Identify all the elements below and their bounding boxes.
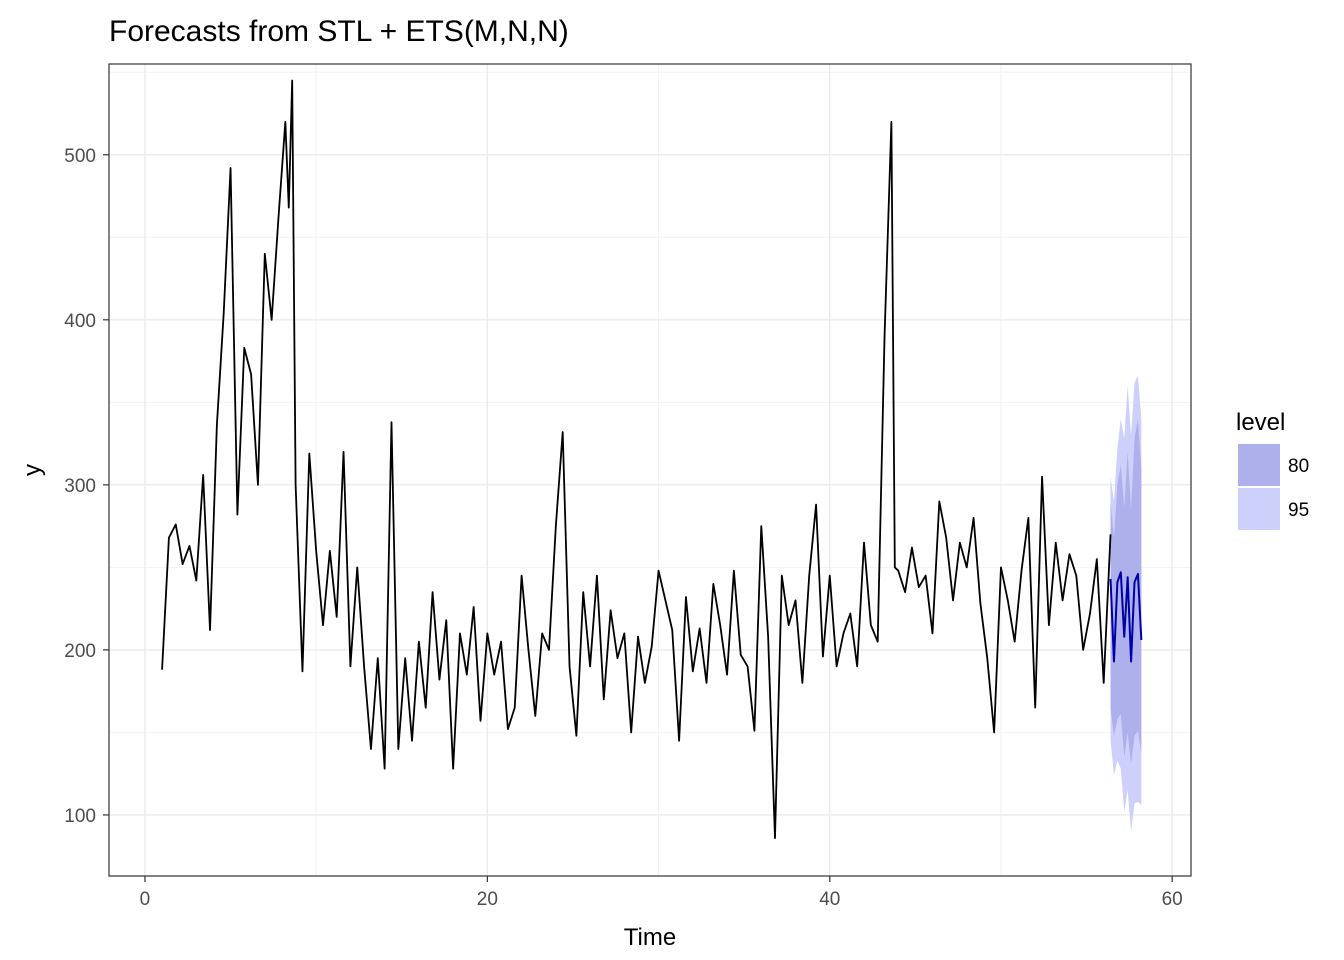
grid-minor [109, 64, 1191, 876]
y-tick-label: 300 [64, 476, 96, 497]
y-tick-label: 200 [64, 641, 96, 662]
plot-border [108, 63, 1192, 877]
x-tick-label: 20 [477, 889, 498, 910]
legend: level 80 95 [1236, 409, 1309, 530]
legend-label-80: 80 [1288, 456, 1309, 477]
x-tick-label: 0 [140, 889, 151, 910]
plot-panel [109, 64, 1191, 876]
legend-label-95: 95 [1288, 500, 1309, 521]
chart-title: Forecasts from STL + ETS(M,N,N) [109, 15, 569, 48]
forecast-line [1109, 571, 1143, 663]
grid-major [109, 64, 1191, 876]
x-axis-title: Time [624, 924, 676, 951]
legend-key-80 [1238, 444, 1280, 486]
x-axis: 0 20 40 60 [140, 876, 1183, 910]
y-tick-label: 100 [64, 806, 96, 827]
y-axis-title: y [19, 464, 46, 476]
legend-title: level [1236, 409, 1285, 436]
x-tick-label: 60 [1162, 889, 1183, 910]
y-tick-label: 500 [64, 146, 96, 167]
x-tick-label: 40 [819, 889, 840, 910]
observed-line [161, 79, 1112, 839]
y-axis: 100 200 300 400 500 [64, 146, 109, 827]
legend-key-95 [1238, 488, 1280, 530]
series-lines [161, 79, 1143, 839]
y-tick-label: 400 [64, 311, 96, 332]
